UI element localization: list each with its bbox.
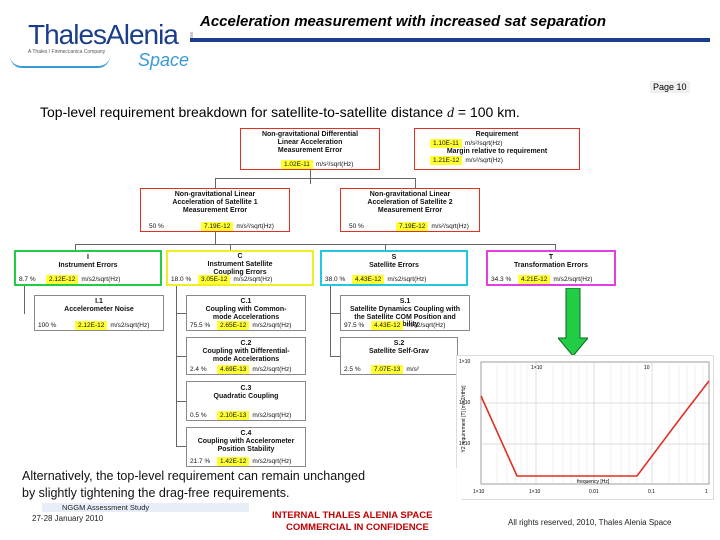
sub-c4-box: C.4 Coupling with Accelerometer Position …	[186, 427, 306, 467]
sub-c3-box: C.3 Quadratic Coupling 0.5 % 2.10E-13 m/s2/…	[186, 381, 306, 421]
subtitle: Top-level requirement breakdown for sate…	[40, 104, 520, 121]
footer-confidential-1: INTERNAL THALES ALENIA SPACE	[272, 510, 433, 521]
category-instrument-errors: I Instrument Errors 8.7 % 2.12E-12 m/s2/sqr…	[14, 250, 162, 286]
footer-confidential-2: COMMERCIAL IN CONFIDENCE	[286, 522, 429, 533]
sat1-error-box: Non-gravitational Linear Acceleration of …	[140, 188, 290, 232]
top-level-error-box: Non-gravitational Differential Linear Acc…	[240, 128, 380, 170]
plot-x-tick: 0.01	[589, 489, 599, 495]
category-satellite-errors: S Satellite Errors 38.0 % 4.43E-12 m/s2/sqr…	[320, 250, 468, 286]
logo-tagline: A Thales / Finmeccanica Company	[28, 49, 106, 55]
sub-c1-box: C.1 Coupling with Common-mode Acceleratio…	[186, 295, 306, 331]
alternative-note: Alternatively, the top-level requirement…	[22, 468, 462, 502]
plot-y-tick: 1×10	[459, 400, 471, 406]
sub-s1-box: S.1 Satellite Dynamics Coupling with the …	[340, 295, 470, 331]
category-transformation-errors: T Transformation Errors 34.3 % 4.21E-12 m/s…	[486, 250, 616, 286]
header-rule	[190, 38, 710, 42]
requirement-box: Requirement 1.10E-11 m/s²/sqrt(Hz) Margin…	[414, 128, 580, 170]
plot-x-label: frequency [Hz]	[577, 479, 610, 485]
sat2-error-box: Non-gravitational Linear Acceleration of …	[340, 188, 480, 232]
sub-c2-box: C.2 Coupling with Differential-mode Accel…	[186, 337, 306, 375]
logo-swoosh-icon	[10, 56, 110, 68]
category-coupling-errors: C Instrument Satellite Coupling Errors 18…	[166, 250, 314, 286]
page-number: Page 10	[650, 81, 690, 93]
plot-x-tick: 1×10	[529, 489, 541, 495]
page-title: Acceleration measurement with increased …	[200, 13, 606, 30]
footer-study-label: NGGM Assessment Study	[42, 503, 250, 512]
sub-i1-box: I.1 Accelerometer Noise 100 % 2.12E-12 m/s2…	[34, 295, 164, 331]
plot-x-tick: 1	[705, 489, 708, 495]
plot-x-tick: 0.1	[648, 489, 655, 495]
plot-y-tick: 1×10	[459, 359, 471, 365]
plot-y-label: Y2 requirement [T] [m/s2/rtHz]	[461, 385, 467, 453]
requirement-plot: Y2 requirement [T] [m/s2/rtHz] 1×10 1×10…	[456, 355, 714, 500]
footer-date: 27-28 January 2010	[32, 514, 104, 523]
company-logo: ThalesAlenia A Thales / Finmeccanica Com…	[28, 19, 190, 75]
plot-y-tick: 1×10	[459, 441, 471, 447]
requirement-curve	[480, 380, 710, 477]
plot-sup-tick: 1×10	[531, 365, 543, 371]
plot-x-tick: 1×10	[473, 489, 485, 495]
logo-wordmark: ThalesAlenia	[28, 19, 179, 50]
footer-rights: All rights reserved, 2010, Thales Alenia…	[508, 518, 672, 527]
title-bar	[190, 32, 193, 40]
sub-s2-box: S.2 Satellite Self-Grav 2.5 % 7.07E-13 m/s²	[340, 337, 458, 375]
green-arrow-icon	[558, 288, 588, 357]
logo-space: Space	[138, 50, 190, 70]
plot-sup-tick: 10	[644, 365, 650, 371]
